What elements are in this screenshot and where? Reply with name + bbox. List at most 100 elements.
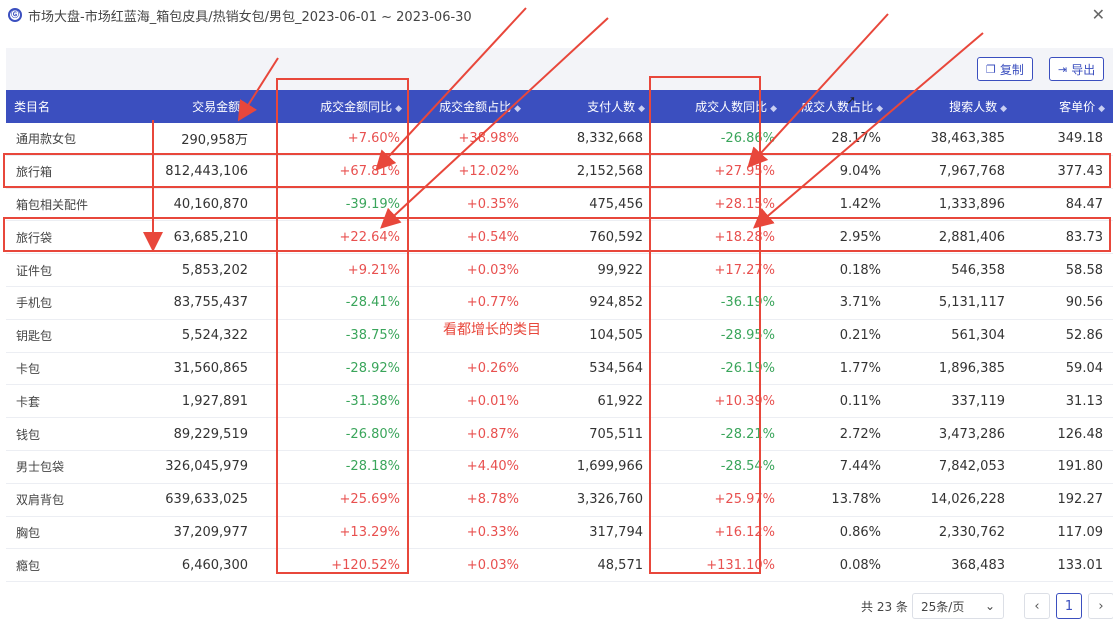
- cell-amount: 639,633,025: [124, 483, 258, 517]
- cell-amount-yoy: +120.52%: [258, 548, 410, 583]
- cell-buyers-yoy: -28.54%: [653, 450, 785, 484]
- table-row[interactable]: 钥匙包 5,524,322 -38.75% 104,505 -28.95% 0.21% 56…: [6, 319, 1113, 353]
- table-row[interactable]: 男士包袋 326,045,979 -28.18% +4.40% 1,699,966 -28…: [6, 450, 1113, 484]
- cell-buyers-share: 2.72%: [785, 417, 891, 451]
- cell-buyers-share: 9.04%: [785, 155, 891, 189]
- cell-buyers-share: 0.08%: [785, 548, 891, 583]
- cell-avg-price: 83.73: [1015, 220, 1113, 255]
- cell-avg-price: 126.48: [1015, 417, 1113, 451]
- export-button[interactable]: ⇥ 导出: [1049, 57, 1105, 81]
- table-row[interactable]: 旅行袋 63,685,210 +22.64% +0.54% 760,592 +18.28%…: [6, 220, 1113, 255]
- table-row[interactable]: 箱包相关配件 40,160,870 -39.19% +0.35% 475,456 +28.…: [6, 188, 1113, 222]
- cell-buyers-share: 13.78%: [785, 483, 891, 517]
- cell-avg-price: 349.18: [1015, 123, 1113, 156]
- pagination-total: 共 23 条: [861, 599, 908, 614]
- table-header-row: 类目名 交易金额 ◆ 成交金额同比 ◆ 成交金额占比 ◆ 支付人数 ◆ 成交人数同比 ◆ …: [6, 90, 1113, 123]
- cell-amount-yoy: -39.19%: [258, 188, 410, 222]
- table-row[interactable]: 通用款女包 290,958万 +7.60% +38.98% 8,332,668 -26.8…: [6, 123, 1113, 156]
- table-toolbar: ❐ 复制 ⇥ 导出: [6, 48, 1113, 90]
- page-number: 1: [1064, 598, 1074, 614]
- table-row[interactable]: 证件包 5,853,202 +9.21% +0.03% 99,922 +17.27% 0.1…: [6, 253, 1113, 287]
- cell-amount: 37,209,977: [124, 516, 258, 550]
- cell-amount-yoy: +7.60%: [258, 123, 410, 156]
- cell-searchers: 546,358: [891, 253, 1015, 287]
- cell-amount-yoy: +67.81%: [258, 155, 410, 189]
- cell-buyers-yoy: -26.19%: [653, 352, 785, 386]
- cell-searchers: 2,881,406: [891, 220, 1015, 255]
- close-icon[interactable]: ✕: [1091, 5, 1105, 24]
- table-row[interactable]: 手机包 83,755,437 -28.41% +0.77% 924,852 -36.19%…: [6, 286, 1113, 320]
- column-header-searchers[interactable]: 搜索人数 ◆: [891, 90, 1015, 123]
- table-row[interactable]: 卡套 1,927,891 -31.38% +0.01% 61,922 +10.39% 0.1…: [6, 384, 1113, 419]
- table-row[interactable]: 卡包 31,560,865 -28.92% +0.26% 534,564 -26.19% 1…: [6, 352, 1113, 386]
- column-header-payers[interactable]: 支付人数 ◆: [529, 90, 653, 123]
- sort-icon[interactable]: ◆: [876, 104, 883, 114]
- cell-searchers: 38,463,385: [891, 123, 1015, 156]
- cell-amount: 63,685,210: [124, 220, 258, 255]
- cell-payers: 760,592: [529, 220, 653, 255]
- column-header-amount[interactable]: 交易金额 ◆: [124, 90, 258, 123]
- column-header-buyers-yoy[interactable]: 成交人数同比 ◆: [653, 90, 785, 123]
- cell-avg-price: 192.27: [1015, 483, 1113, 517]
- cell-amount-share: +0.35%: [410, 188, 529, 222]
- cell-amount: 89,229,519: [124, 417, 258, 451]
- cell-category: 钥匙包: [6, 319, 124, 353]
- cell-amount-share: +0.26%: [410, 352, 529, 386]
- cell-amount-yoy: -28.18%: [258, 450, 410, 484]
- cell-buyers-yoy: -28.95%: [653, 319, 785, 353]
- next-page-button[interactable]: ›: [1088, 593, 1113, 619]
- sort-icon[interactable]: ◆: [1000, 104, 1007, 114]
- column-header-category[interactable]: 类目名: [6, 90, 124, 123]
- table-row[interactable]: 胸包 37,209,977 +13.29% +0.33% 317,794 +16.12% 0…: [6, 516, 1113, 550]
- cell-amount: 31,560,865: [124, 352, 258, 386]
- cell-amount: 83,755,437: [124, 286, 258, 320]
- cell-searchers: 1,896,385: [891, 352, 1015, 386]
- cell-buyers-share: 7.44%: [785, 450, 891, 484]
- sort-icon[interactable]: ◆: [638, 104, 645, 114]
- table-row[interactable]: 双肩背包 639,633,025 +25.69% +8.78% 3,326,760 +25…: [6, 483, 1113, 517]
- table-row[interactable]: 瘾包 6,460,300 +120.52% +0.03% 48,571 +131.10% 0…: [6, 548, 1113, 583]
- cell-buyers-yoy: -36.19%: [653, 286, 785, 320]
- cell-category: 证件包: [6, 253, 124, 287]
- cell-amount-yoy: -31.38%: [258, 384, 410, 419]
- cell-buyers-yoy: +17.27%: [653, 253, 785, 287]
- column-header-amount-yoy[interactable]: 成交金额同比 ◆: [258, 90, 410, 123]
- copy-button-label: 复制: [999, 62, 1024, 77]
- cell-payers: 317,794: [529, 516, 653, 550]
- column-header-buyers-share[interactable]: 成交人数占比 ◆: [785, 90, 891, 123]
- sort-icon[interactable]: ◆: [243, 104, 250, 114]
- window-titlebar: Ⓖ 市场大盘-市场红蓝海_箱包皮具/热销女包/男包_2023-06-01 ~ 2…: [0, 0, 1113, 30]
- cell-payers: 1,699,966: [529, 450, 653, 484]
- sort-icon[interactable]: ◆: [514, 104, 521, 114]
- cell-amount-share: +0.03%: [410, 253, 529, 287]
- sort-icon[interactable]: ◆: [1098, 104, 1105, 114]
- export-icon: ⇥: [1058, 62, 1068, 76]
- cell-buyers-share: 0.86%: [785, 516, 891, 550]
- cell-buyers-share: 2.95%: [785, 220, 891, 255]
- cell-category: 旅行箱: [6, 155, 124, 189]
- page-size-select[interactable]: 25条/页 ⌄: [912, 593, 1004, 619]
- cell-avg-price: 133.01: [1015, 548, 1113, 583]
- cell-avg-price: 90.56: [1015, 286, 1113, 320]
- table-row[interactable]: 旅行箱 812,443,106 +67.81% +12.02% 2,152,568 +27…: [6, 155, 1113, 189]
- cell-payers: 8,332,668: [529, 123, 653, 156]
- cell-amount-share: +0.77%: [410, 286, 529, 320]
- cell-category: 瘾包: [6, 548, 124, 583]
- copy-button[interactable]: ❐ 复制: [977, 57, 1033, 81]
- table-row[interactable]: 钱包 89,229,519 -26.80% +0.87% 705,511 -28.21% 2…: [6, 417, 1113, 451]
- cell-searchers: 5,131,117: [891, 286, 1015, 320]
- cell-payers: 61,922: [529, 384, 653, 419]
- sort-icon[interactable]: ◆: [770, 104, 777, 114]
- cell-amount-share: +4.40%: [410, 450, 529, 484]
- cell-amount-share: +0.01%: [410, 384, 529, 419]
- cell-amount-yoy: +22.64%: [258, 220, 410, 255]
- cell-category: 手机包: [6, 286, 124, 320]
- column-header-amount-share[interactable]: 成交金额占比 ◆: [410, 90, 529, 123]
- column-header-avg-price[interactable]: 客单价 ◆: [1015, 90, 1113, 123]
- cell-amount-yoy: +13.29%: [258, 516, 410, 550]
- prev-page-button[interactable]: ‹: [1024, 593, 1050, 619]
- sort-icon[interactable]: ◆: [395, 104, 402, 114]
- page-1-button[interactable]: 1: [1056, 593, 1082, 619]
- cell-payers: 2,152,568: [529, 155, 653, 189]
- cell-amount: 290,958万: [124, 123, 258, 156]
